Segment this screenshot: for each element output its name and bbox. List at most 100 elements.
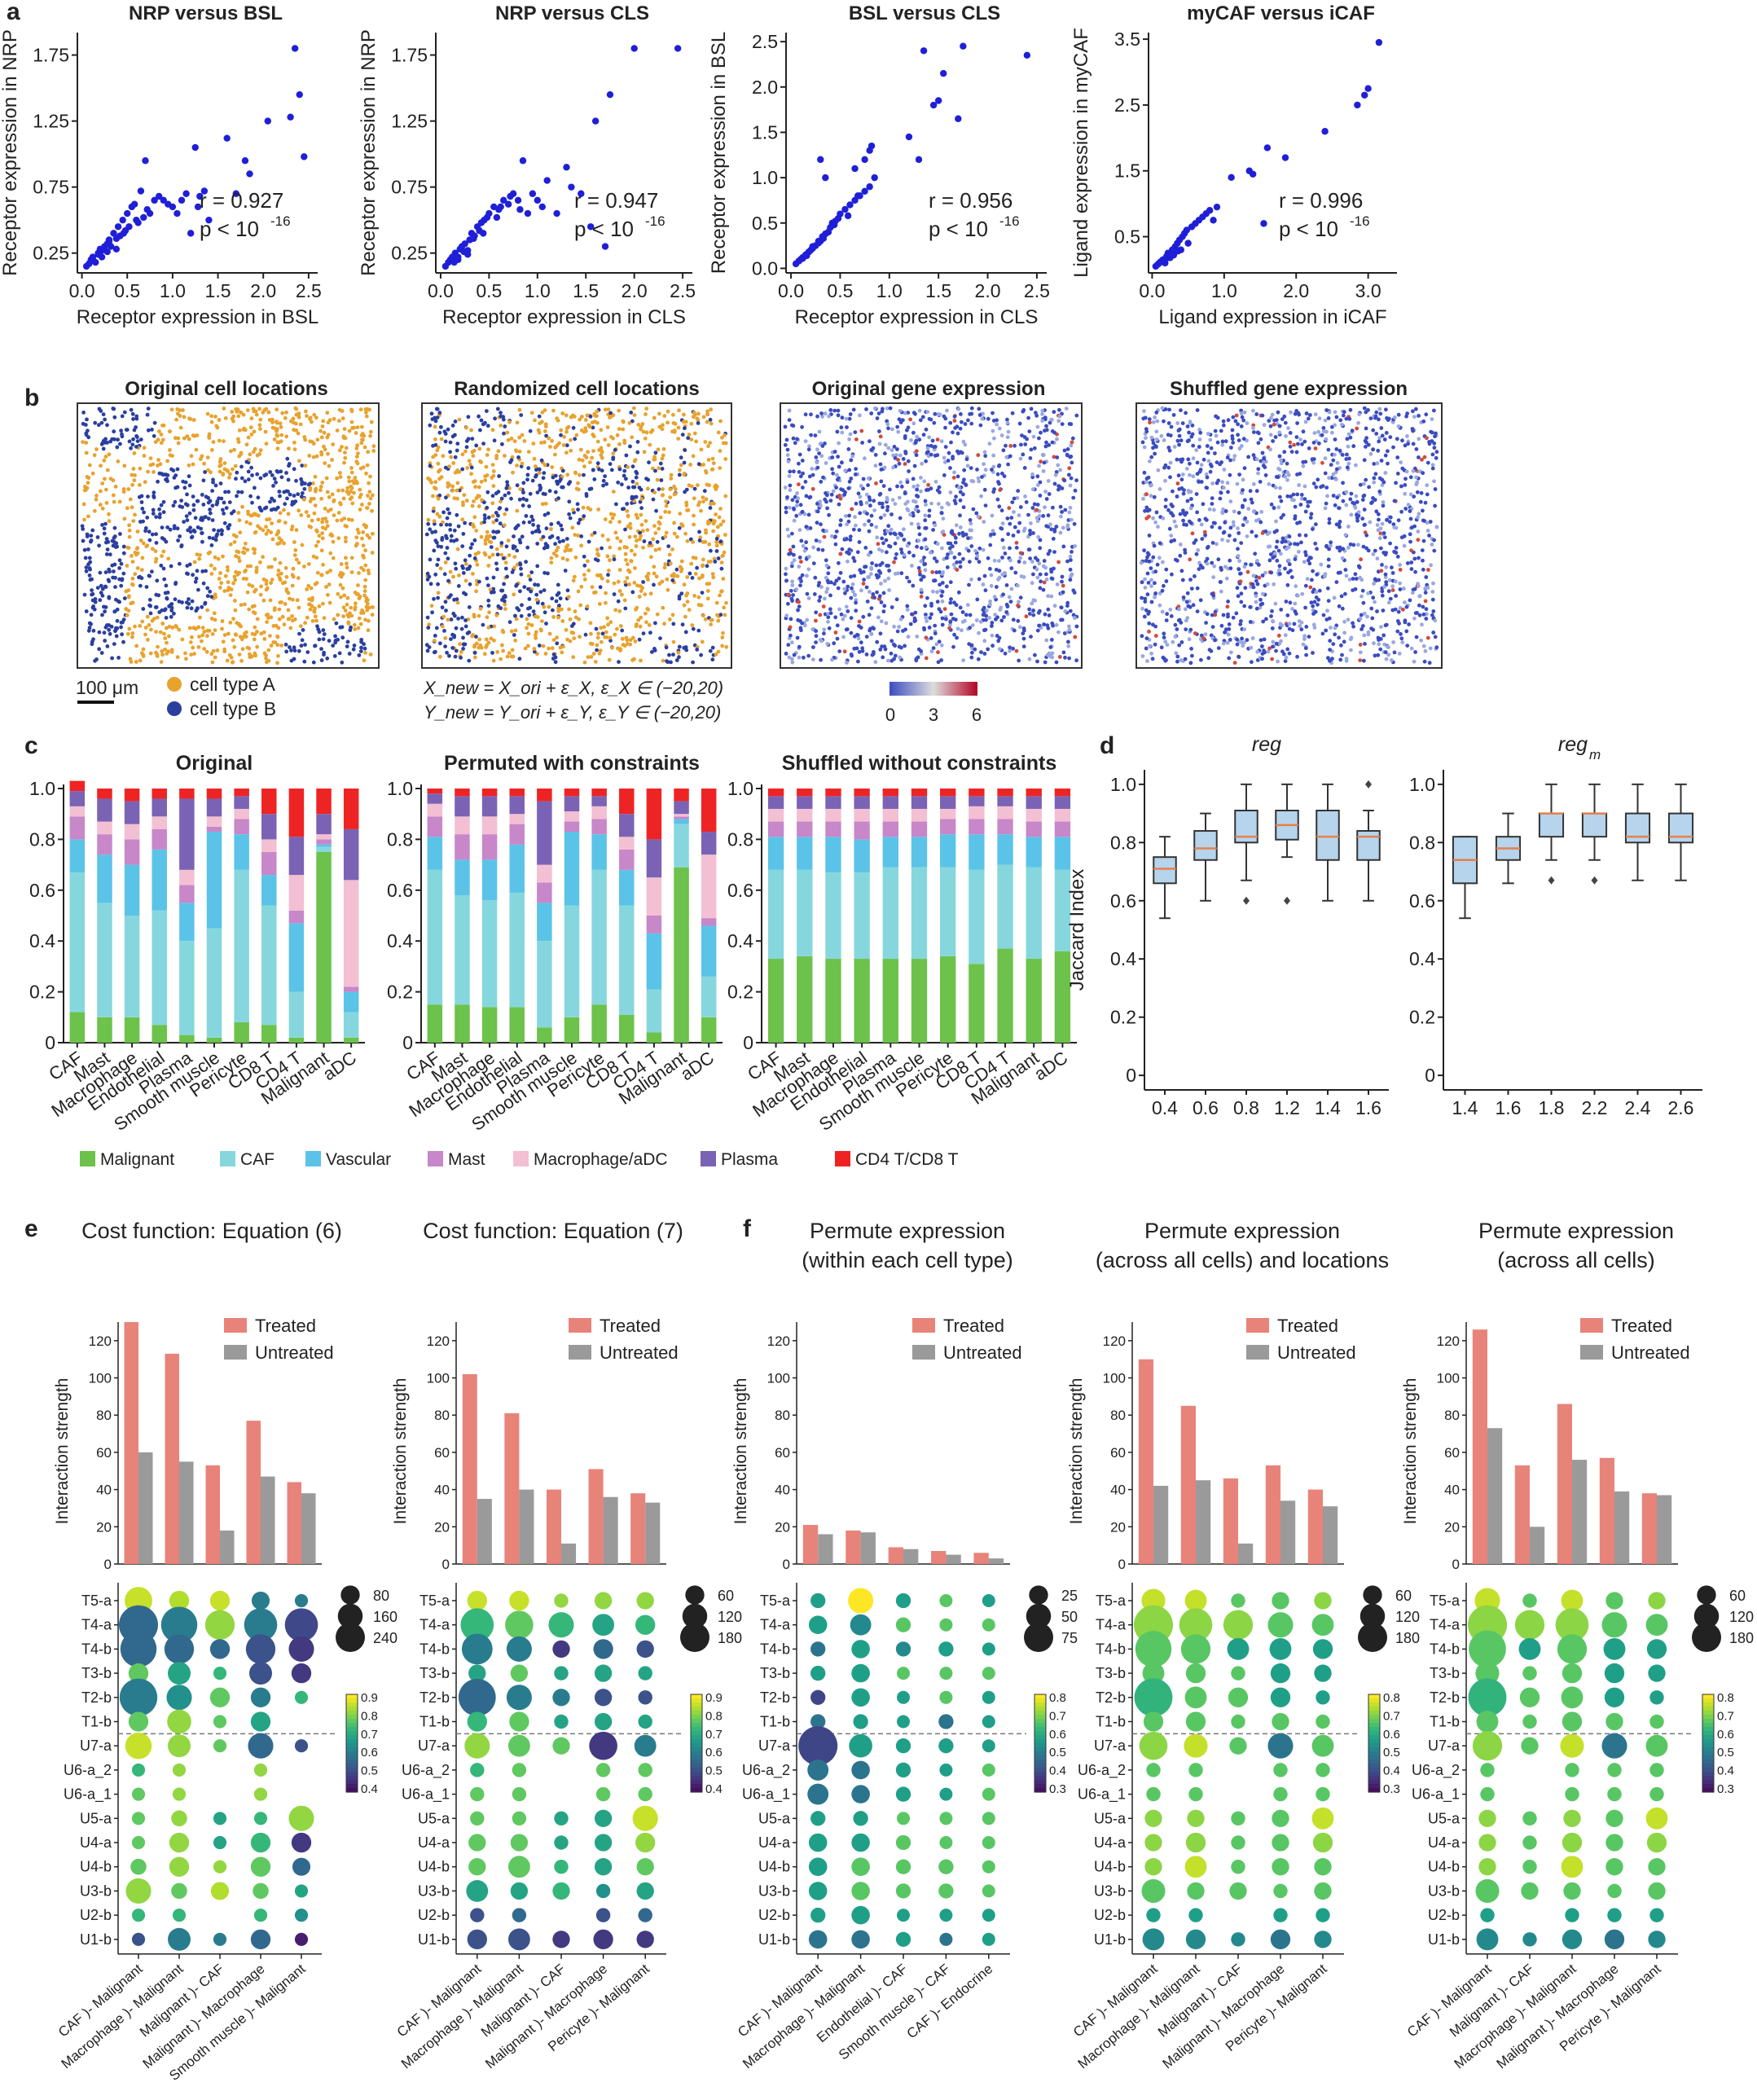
cell-dot	[321, 628, 326, 632]
cell-dot	[88, 578, 93, 582]
cell-dot	[358, 649, 363, 653]
cell-dot	[213, 555, 217, 560]
cell-dot	[1342, 639, 1346, 644]
cell-dot	[325, 435, 330, 440]
cell-dot	[875, 416, 880, 420]
y-tick-label: 1.75	[391, 45, 428, 66]
cell-dot	[911, 553, 916, 558]
cell-dot	[692, 594, 696, 598]
cell-dot	[184, 657, 188, 661]
cell-dot	[115, 445, 120, 450]
cell-dot	[942, 414, 947, 419]
cell-dot	[477, 494, 481, 499]
cell-dot	[833, 542, 838, 547]
cell-dot	[934, 570, 939, 574]
cell-dot	[491, 520, 496, 525]
cell-dot	[653, 450, 658, 455]
cell-dot	[935, 542, 940, 547]
cell-dot	[855, 550, 860, 555]
cell-dot	[102, 526, 107, 531]
cell-dot	[362, 556, 366, 560]
cell-dot	[266, 658, 271, 663]
cell-dot	[339, 595, 343, 600]
cell-dot	[442, 572, 447, 577]
cell-dot	[968, 518, 973, 522]
cell-dot	[217, 418, 222, 422]
cell-dot	[149, 627, 153, 632]
cell-dot	[563, 569, 568, 573]
cell-dot	[1000, 538, 1005, 543]
cell-dot	[261, 555, 265, 560]
cell-dot	[711, 461, 716, 466]
cell-dot	[787, 408, 792, 413]
cell-dot	[909, 521, 914, 526]
cell-dot	[671, 622, 676, 626]
cell-dot	[600, 546, 604, 551]
cell-dot	[485, 453, 490, 457]
cell-dot	[1054, 525, 1059, 529]
cell-dot	[804, 540, 808, 545]
cell-dot	[530, 530, 535, 535]
cell-dot	[1071, 495, 1076, 500]
cell-dot	[275, 635, 280, 639]
cell-dot	[877, 594, 882, 599]
cell-dot	[859, 502, 863, 507]
cell-dot	[477, 613, 481, 618]
cell-dot	[338, 502, 343, 507]
cell-dot	[211, 648, 216, 653]
cell-dot	[713, 519, 717, 524]
cell-dot	[989, 532, 993, 537]
cell-dot	[910, 612, 914, 617]
cell-dot	[1072, 616, 1077, 620]
cell-dot	[158, 512, 162, 516]
cell-dot	[434, 626, 439, 630]
cell-dot	[806, 653, 811, 658]
cell-dot	[579, 584, 584, 589]
cell-dot	[310, 619, 315, 623]
cell-dot	[889, 605, 894, 609]
cell-dot	[657, 582, 662, 587]
cell-dot	[122, 596, 127, 600]
cell-dot	[86, 435, 91, 440]
cell-dot	[984, 617, 988, 622]
cell-dot	[824, 529, 828, 534]
cell-dot	[964, 613, 969, 617]
cell-dot	[521, 490, 525, 495]
data-point	[871, 174, 878, 182]
x-tick-label: 2.5	[670, 280, 696, 301]
cell-dot	[846, 486, 851, 490]
cell-dot	[309, 586, 314, 591]
cell-dot	[876, 615, 881, 620]
cell-dot	[891, 465, 895, 470]
cell-dot	[1068, 567, 1073, 572]
cell-dot	[472, 613, 477, 617]
cell-dot	[845, 661, 849, 665]
cell-dot	[800, 510, 805, 515]
cell-dot	[629, 548, 634, 553]
y-axis-label: Ligand expression in myCAF	[1070, 28, 1092, 278]
cell-dot	[197, 635, 201, 639]
cell-dot	[89, 613, 94, 617]
cell-dot	[349, 489, 353, 494]
cell-dot	[1030, 601, 1034, 606]
cell-dot	[248, 425, 253, 430]
cell-dot	[1021, 452, 1026, 457]
cell-dot	[899, 571, 904, 576]
cell-dot	[654, 508, 658, 513]
cell-dot	[254, 569, 259, 573]
cell-dot	[371, 531, 375, 536]
cell-dot	[612, 581, 617, 586]
cell-dot	[292, 447, 297, 451]
cell-dot	[475, 562, 480, 567]
cell-dot	[572, 415, 577, 419]
cell-dot	[705, 596, 710, 601]
cell-dot	[1038, 572, 1043, 577]
cell-dot	[1059, 617, 1063, 622]
cell-dot	[279, 571, 283, 576]
cell-dot	[206, 500, 211, 505]
cell-dot	[914, 453, 919, 458]
cell-dot	[221, 639, 226, 644]
cell-dot	[869, 565, 873, 570]
cell-dot	[554, 599, 559, 604]
